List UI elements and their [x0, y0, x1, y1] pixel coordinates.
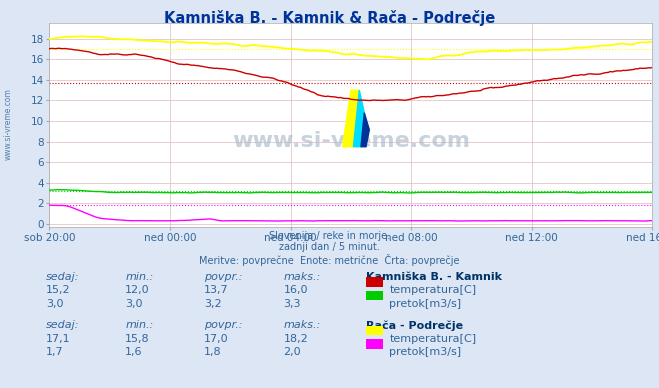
- Text: www.si-vreme.com: www.si-vreme.com: [232, 132, 470, 151]
- Text: temperatura[C]: temperatura[C]: [389, 285, 476, 295]
- Text: 15,8: 15,8: [125, 334, 150, 344]
- Text: Kamniška B. - Kamnik: Kamniška B. - Kamnik: [366, 272, 501, 282]
- Text: 13,7: 13,7: [204, 285, 229, 295]
- Text: Rača - Podrečje: Rača - Podrečje: [366, 320, 463, 331]
- Text: povpr.:: povpr.:: [204, 320, 243, 330]
- Text: 1,7: 1,7: [46, 347, 64, 357]
- Text: Kamniška B. - Kamnik & Rača - Podrečje: Kamniška B. - Kamnik & Rača - Podrečje: [164, 10, 495, 26]
- Text: 17,0: 17,0: [204, 334, 229, 344]
- Text: povpr.:: povpr.:: [204, 272, 243, 282]
- Text: 3,2: 3,2: [204, 299, 222, 309]
- Text: pretok[m3/s]: pretok[m3/s]: [389, 347, 461, 357]
- Text: 3,3: 3,3: [283, 299, 301, 309]
- Text: 1,8: 1,8: [204, 347, 222, 357]
- Text: pretok[m3/s]: pretok[m3/s]: [389, 299, 461, 309]
- Text: Slovenija / reke in morje.: Slovenija / reke in morje.: [269, 231, 390, 241]
- Text: sedaj:: sedaj:: [46, 320, 80, 330]
- Text: 16,0: 16,0: [283, 285, 308, 295]
- Text: 18,2: 18,2: [283, 334, 308, 344]
- Text: 2,0: 2,0: [283, 347, 301, 357]
- Text: maks.:: maks.:: [283, 272, 321, 282]
- Text: 3,0: 3,0: [125, 299, 143, 309]
- Text: temperatura[C]: temperatura[C]: [389, 334, 476, 344]
- Text: 1,6: 1,6: [125, 347, 143, 357]
- Text: sedaj:: sedaj:: [46, 272, 80, 282]
- Text: min.:: min.:: [125, 320, 154, 330]
- Polygon shape: [361, 113, 369, 147]
- Text: zadnji dan / 5 minut.: zadnji dan / 5 minut.: [279, 242, 380, 253]
- Text: www.si-vreme.com: www.si-vreme.com: [3, 88, 13, 160]
- Text: 12,0: 12,0: [125, 285, 150, 295]
- Text: Meritve: povprečne  Enote: metrične  Črta: povprečje: Meritve: povprečne Enote: metrične Črta:…: [199, 254, 460, 266]
- Text: maks.:: maks.:: [283, 320, 321, 330]
- Polygon shape: [343, 90, 359, 147]
- Text: min.:: min.:: [125, 272, 154, 282]
- Text: 17,1: 17,1: [46, 334, 71, 344]
- Polygon shape: [353, 90, 364, 147]
- Text: 15,2: 15,2: [46, 285, 71, 295]
- Text: 3,0: 3,0: [46, 299, 64, 309]
